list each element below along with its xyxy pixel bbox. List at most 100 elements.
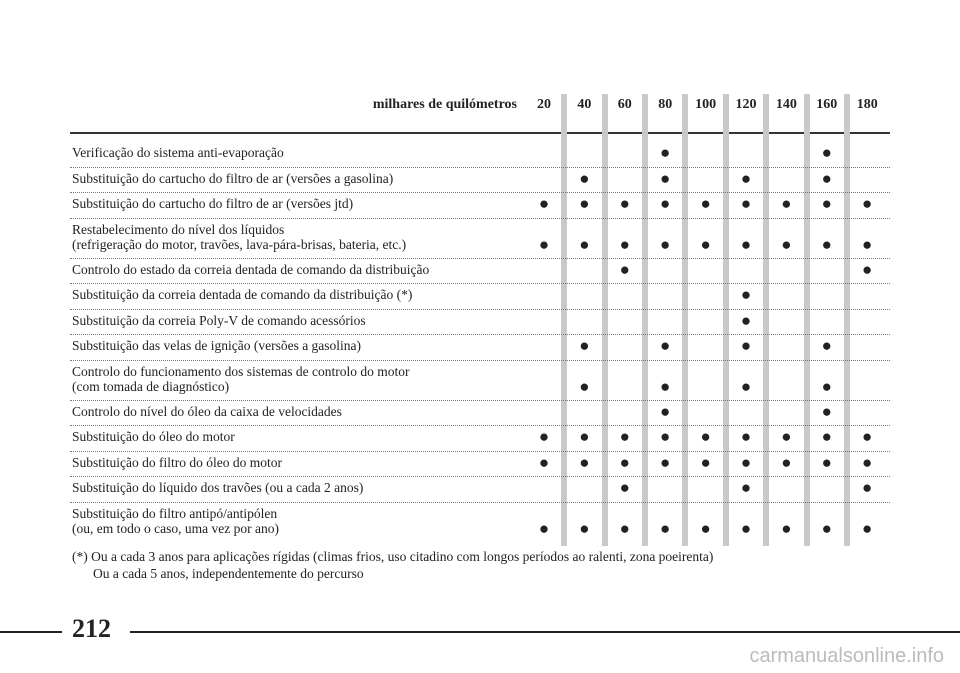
column-header: 100 (695, 97, 717, 112)
column-stripe (763, 94, 770, 546)
row-separator (70, 399, 890, 401)
dot: ● (579, 168, 590, 188)
watermark: carmanualsonline.info (749, 645, 944, 667)
dot: ● (538, 427, 550, 446)
dot: ● (660, 234, 671, 254)
page-number: 212 (72, 614, 111, 643)
dot: ● (821, 427, 832, 446)
dot: ● (862, 194, 873, 213)
row-label: Controlo do estado da correia dentada de… (72, 261, 430, 277)
dot: ● (619, 478, 630, 497)
column-stripe (682, 94, 689, 546)
dot: ● (740, 285, 752, 304)
row-label: (refrigeração do motor, travões, lava-pá… (72, 236, 407, 252)
row-label: Substituição da correia dentada de coman… (72, 287, 413, 302)
row-label: Verificação do sistema anti-evaporação (72, 145, 284, 160)
row-separator (70, 425, 890, 426)
dot: ● (821, 376, 832, 396)
dot: ● (740, 310, 752, 330)
dot: ● (660, 518, 671, 538)
dot: ● (579, 234, 590, 254)
dot: ● (538, 234, 550, 254)
row-label: Substituição do líquido dos travões (ou … (72, 480, 364, 495)
footnote: Ou a cada 5 anos, independentemente do p… (93, 566, 364, 581)
dot: ● (579, 427, 590, 446)
column-stripe (722, 94, 729, 546)
column-header: 40 (577, 97, 592, 112)
dot: ● (579, 518, 590, 538)
dot: ● (740, 452, 752, 472)
dot: ● (781, 427, 792, 446)
row-label: Substituição do cartucho do filtro de ar… (72, 196, 354, 211)
dot: ● (862, 518, 873, 538)
dot: ● (619, 427, 630, 446)
dot: ● (579, 376, 590, 396)
row-label: Controlo do funcionamento dos sistemas d… (72, 363, 410, 379)
column-header: 20 (537, 97, 551, 112)
dot: ● (660, 427, 671, 446)
dot: ● (660, 401, 671, 421)
dot: ● (740, 376, 752, 396)
dot: ● (538, 194, 550, 213)
rule (130, 631, 960, 633)
dot: ● (781, 452, 792, 472)
dot: ● (700, 427, 711, 446)
dot: ● (660, 336, 671, 355)
dot: ● (862, 427, 873, 446)
dot: ● (740, 194, 752, 213)
dot: ● (821, 194, 832, 213)
row-label: Substituição do cartucho do filtro de ar… (72, 170, 394, 186)
dot: ● (862, 452, 873, 472)
dot: ● (619, 234, 630, 254)
dot: ● (862, 478, 873, 497)
dot: ● (700, 452, 711, 472)
row-separator (70, 166, 890, 168)
column-header: 80 (658, 97, 673, 112)
column-header: 60 (617, 97, 632, 112)
dot: ● (740, 478, 752, 497)
column-header: 140 (775, 97, 797, 112)
dot: ● (660, 452, 671, 472)
dot: ● (821, 234, 832, 254)
dot: ● (740, 427, 752, 446)
dot: ● (619, 194, 630, 213)
row-separator (70, 476, 890, 477)
dot: ● (579, 452, 590, 472)
dot: ● (821, 143, 832, 162)
column-stripe (844, 94, 850, 546)
dot: ● (700, 194, 711, 213)
dot: ● (660, 194, 671, 213)
row-separator (70, 334, 890, 335)
dot: ● (579, 336, 590, 355)
row-label: (ou, em todo o caso, uma vez por ano) (72, 520, 279, 536)
dot: ● (781, 518, 792, 538)
dot: ● (538, 518, 550, 538)
dot: ● (660, 376, 671, 396)
dot: ● (579, 194, 590, 213)
dot: ● (821, 336, 832, 355)
column-stripe (803, 94, 810, 546)
row-label: Substituição da correia Poly-V de comand… (72, 312, 366, 328)
row-separator (70, 450, 890, 452)
dot: ● (660, 143, 671, 162)
dot: ● (821, 518, 832, 538)
column-stripe (642, 94, 648, 546)
header-rule (70, 132, 890, 134)
dot: ● (660, 168, 671, 188)
row-separator (70, 308, 890, 310)
row-label: (com tomada de diagnóstico) (72, 378, 230, 394)
dot: ● (821, 452, 832, 472)
dot: ● (619, 452, 630, 472)
column-header: 180 (856, 97, 878, 112)
dot: ● (740, 336, 752, 355)
column-stripe (601, 94, 608, 546)
row-separator (70, 217, 890, 219)
dot: ● (700, 518, 711, 538)
dot: ● (862, 259, 873, 279)
dot: ● (740, 168, 752, 188)
row-label: Restabelecimento do nível dos líquidos (72, 221, 285, 237)
column-header: 160 (816, 97, 838, 112)
dot: ● (740, 234, 752, 254)
dot: ● (821, 401, 832, 421)
